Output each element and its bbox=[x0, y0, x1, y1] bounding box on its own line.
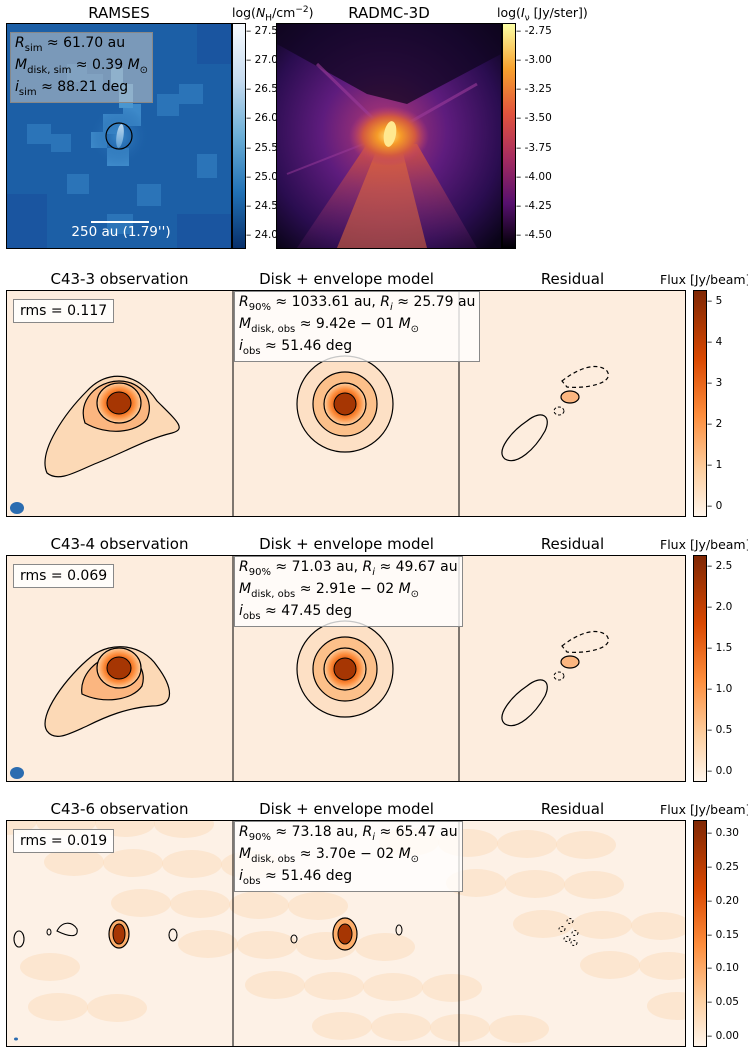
row2-colorbar-tick: – 0.5 bbox=[707, 724, 733, 736]
row1-model-title: Disk + envelope model bbox=[259, 270, 434, 288]
row1-colorbar-label: Flux [Jy/beam] bbox=[660, 272, 748, 287]
row1-colorbar-tick: – 1 bbox=[707, 459, 723, 471]
row3-model-info-box: R90% ≈ 73.18 au, Ri ≈ 65.47 au Mdisk, obs… bbox=[234, 821, 463, 893]
row2-colorbar-tick: – 1.0 bbox=[707, 683, 733, 695]
ramses-colorbar-tick: – 24.5 bbox=[246, 199, 278, 212]
row2-info-mass: Mdisk, obs ≈ 2.91e − 02 M⊙ bbox=[239, 580, 420, 600]
row3-colorbar-tick: – 0.10 bbox=[707, 962, 739, 975]
ramses-colorbar bbox=[232, 23, 246, 249]
row3-colorbar-tick: – 0.15 bbox=[707, 928, 739, 941]
ramses-panel: Rsim ≈ 61.70 au Mdisk, sim ≈ 0.39 M⊙ isi… bbox=[6, 23, 232, 249]
radmc-colorbar-label: log(Iν [Jy/ster]) bbox=[497, 5, 588, 24]
radmc-colorbar bbox=[502, 23, 516, 249]
row1-colorbar bbox=[693, 290, 707, 517]
row1-panels: rms = 0.117 R90% ≈ 1033.61 au, Ri ≈ 25.79… bbox=[6, 290, 686, 517]
row2-info-incl: iobs ≈ 47.45 deg bbox=[239, 602, 353, 622]
ramses-colorbar-tick: – 25.0 bbox=[246, 170, 278, 183]
row2-rms-box: rms = 0.069 bbox=[13, 564, 115, 588]
row1-rms-box: rms = 0.117 bbox=[13, 299, 115, 323]
row1-info-radius: R90% ≈ 1033.61 au, Ri ≈ 25.79 au bbox=[239, 294, 476, 313]
row1-model-info-box: R90% ≈ 1033.61 au, Ri ≈ 25.79 au Mdisk, o… bbox=[234, 291, 481, 363]
row1-colorbar-tick: – 5 bbox=[707, 295, 723, 307]
row3-panels: rms = 0.019 R90% ≈ 73.18 au, Ri ≈ 65.47 a… bbox=[6, 820, 686, 1047]
radmc-colorbar-tick: – -4.50 bbox=[516, 229, 552, 241]
row1-residual-title: Residual bbox=[540, 270, 605, 288]
ramses-title: RAMSES bbox=[88, 4, 150, 22]
row1-observation-title: C43-3 observation bbox=[50, 270, 189, 288]
ramses-info-box: Rsim ≈ 61.70 au Mdisk, sim ≈ 0.39 M⊙ isi… bbox=[10, 32, 154, 104]
row3-colorbar-label: Flux [Jy/beam] bbox=[660, 802, 748, 817]
row3-colorbar-tick: – 0.30 bbox=[707, 827, 739, 839]
row2-residual-title: Residual bbox=[540, 535, 605, 553]
row2-observation-title: C43-4 observation bbox=[50, 535, 189, 553]
row3-info-incl: iobs ≈ 51.46 deg bbox=[239, 867, 353, 887]
radmc-panel bbox=[276, 23, 502, 249]
row3-observation-title: C43-6 observation bbox=[50, 800, 189, 818]
row2-model-title: Disk + envelope model bbox=[259, 535, 434, 553]
ramses-colorbar-tick: – 24.0 bbox=[246, 229, 278, 241]
row1-colorbar-tick: – 2 bbox=[707, 418, 723, 430]
ramses-scalebar-label: 250 au (1.79'') bbox=[71, 224, 171, 240]
row3-colorbar-tick: – 0.00 bbox=[707, 1030, 739, 1042]
row2-model-info-box: R90% ≈ 71.03 au, Ri ≈ 49.67 au Mdisk, obs… bbox=[234, 556, 463, 628]
ramses-colorbar-tick: – 27.5 bbox=[246, 25, 278, 37]
row2-panels: rms = 0.069 R90% ≈ 71.03 au, Ri ≈ 49.67 a… bbox=[6, 555, 686, 782]
row1-info-mass: Mdisk, obs ≈ 9.42e − 01 M⊙ bbox=[239, 315, 420, 335]
radmc-colorbar-tick: – -3.50 bbox=[516, 112, 552, 125]
ramses-info-mass: Mdisk, sim ≈ 0.39 M⊙ bbox=[15, 56, 149, 76]
radmc-colorbar-tick: – -4.25 bbox=[516, 199, 552, 212]
row3-colorbar-tick: – 0.20 bbox=[707, 894, 739, 907]
radmc-title: RADMC-3D bbox=[348, 4, 430, 22]
row1-colorbar-tick: – 3 bbox=[707, 377, 723, 389]
row2-colorbar-tick: – 2.5 bbox=[707, 560, 733, 572]
ramses-colorbar-tick: – 25.5 bbox=[246, 141, 278, 154]
row3-model-title: Disk + envelope model bbox=[259, 800, 434, 818]
ramses-colorbar-tick: – 26.0 bbox=[246, 112, 278, 125]
row3-info-mass: Mdisk, obs ≈ 3.70e − 02 M⊙ bbox=[239, 845, 420, 865]
row2-colorbar-label: Flux [Jy/beam] bbox=[660, 537, 748, 552]
row2-colorbar-tick: – 1.5 bbox=[707, 642, 733, 654]
row2-colorbar-tick: – 2.0 bbox=[707, 601, 733, 613]
ramses-info-radius: Rsim ≈ 61.70 au bbox=[15, 35, 126, 54]
radmc-colorbar-tick: – -3.75 bbox=[516, 141, 552, 154]
ramses-colorbar-tick: – 27.0 bbox=[246, 54, 278, 67]
row3-info-radius: R90% ≈ 73.18 au, Ri ≈ 65.47 au bbox=[239, 824, 458, 843]
row2-info-radius: R90% ≈ 71.03 au, Ri ≈ 49.67 au bbox=[239, 559, 458, 578]
row3-colorbar bbox=[693, 820, 707, 1047]
ramses-colorbar-tick: – 26.5 bbox=[246, 83, 278, 96]
row3-colorbar-tick: – 0.25 bbox=[707, 860, 739, 873]
radmc-colorbar-tick: – -3.25 bbox=[516, 83, 552, 96]
ramses-info-incl: isim ≈ 88.21 deg bbox=[15, 78, 129, 98]
row3-residual-title: Residual bbox=[540, 800, 605, 818]
row1-info-incl: iobs ≈ 51.46 deg bbox=[239, 337, 353, 357]
row3-colorbar-tick: – 0.05 bbox=[707, 996, 739, 1009]
row1-colorbar-tick: – 4 bbox=[707, 336, 723, 348]
radmc-colorbar-tick: – -4.00 bbox=[516, 170, 552, 183]
row2-colorbar bbox=[693, 555, 707, 782]
row1-colorbar-tick: – 0 bbox=[707, 500, 723, 512]
row3-rms-box: rms = 0.019 bbox=[13, 829, 115, 853]
radmc-colorbar-tick: – -2.75 bbox=[516, 25, 552, 37]
radmc-colorbar-tick: – -3.00 bbox=[516, 54, 552, 67]
ramses-colorbar-label: log(NH/cm−2) bbox=[232, 5, 314, 24]
row2-colorbar-tick: – 0.0 bbox=[707, 765, 733, 777]
